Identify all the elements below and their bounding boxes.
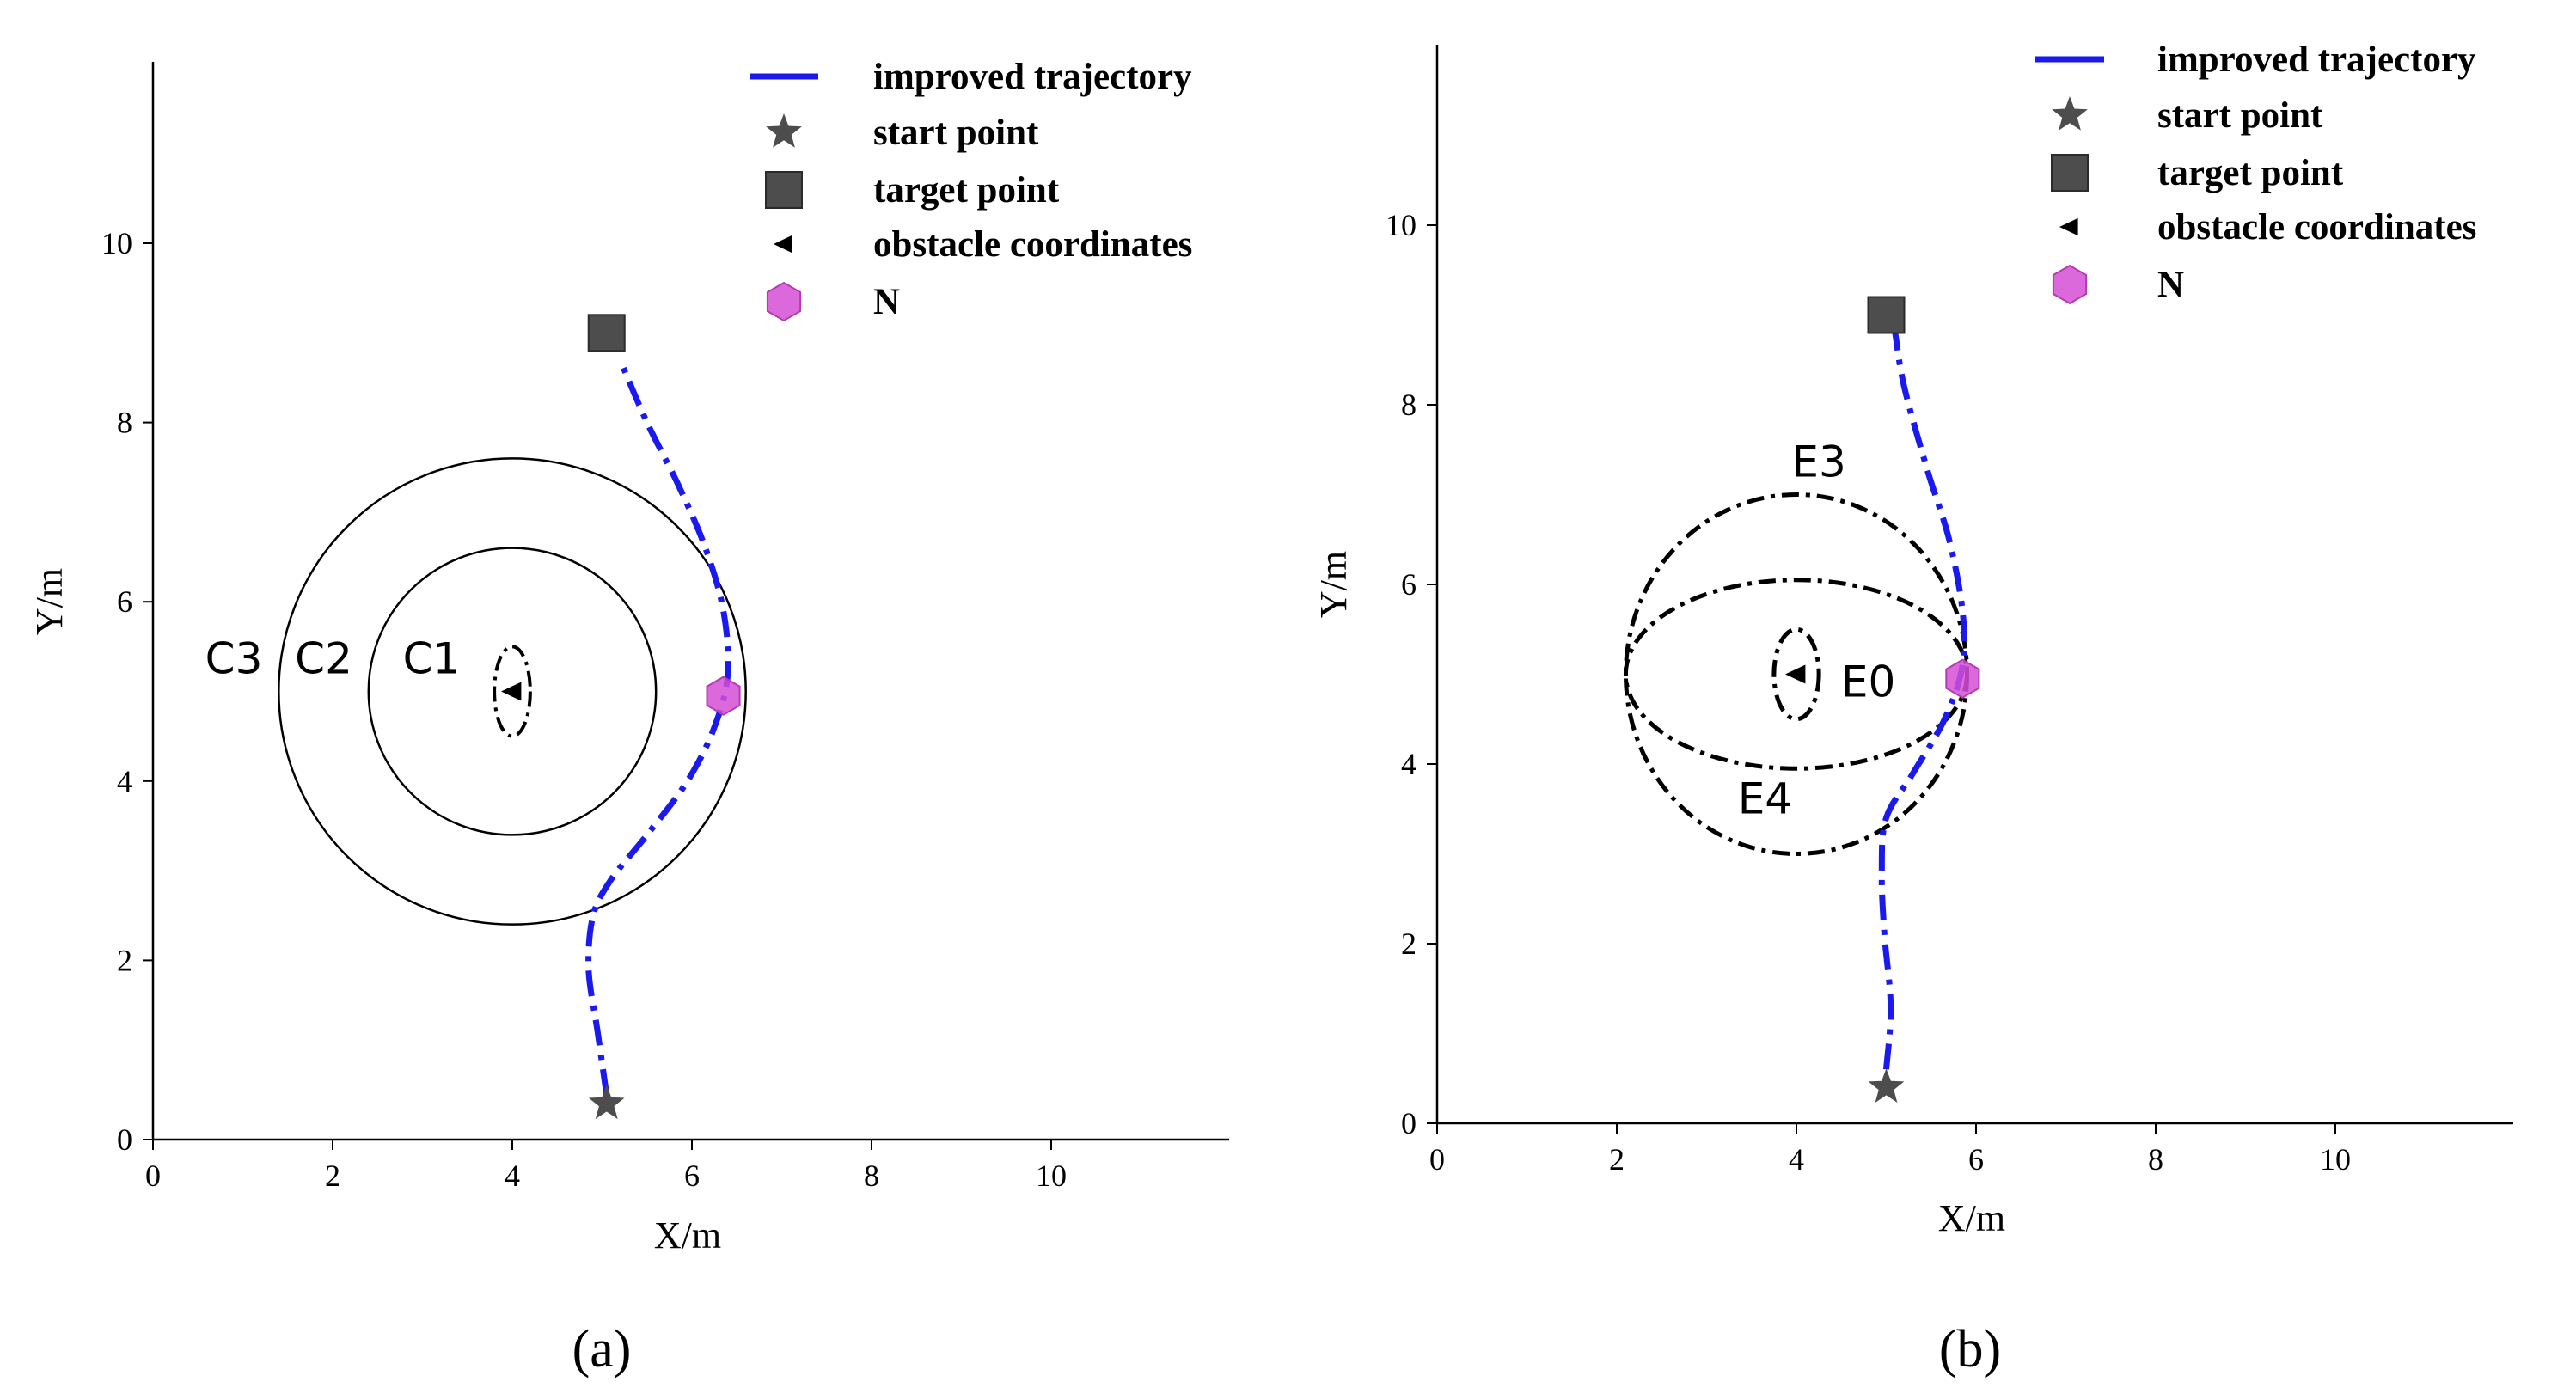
legend-entry-label: improved trajectory bbox=[2157, 40, 2476, 80]
y-tick-label: 2 bbox=[1401, 926, 1416, 961]
y-tick-label: 0 bbox=[1401, 1106, 1416, 1140]
legend-swatch-obstacle bbox=[774, 235, 792, 254]
y-tick-label: 6 bbox=[1401, 567, 1416, 602]
y-axis-label: Y/m bbox=[28, 568, 70, 635]
target-point-marker bbox=[1867, 296, 1906, 334]
x-tick-label: 0 bbox=[1429, 1142, 1445, 1177]
region-label-e0: E0 bbox=[1841, 657, 1895, 707]
y-tick-label: 4 bbox=[117, 764, 132, 798]
x-tick-label: 0 bbox=[145, 1159, 161, 1193]
legend-entry-label: improved trajectory bbox=[873, 57, 1192, 97]
x-tick-label: 2 bbox=[1609, 1142, 1625, 1177]
chart-panel-a: 0 2 4 6 8 10 0 2 4 6 8 10 X/m Y/m C3 C2 C1 improved traje… bbox=[28, 57, 1229, 1379]
x-tick-label: 4 bbox=[505, 1159, 520, 1193]
chart-panel-b: 0 2 4 6 8 10 0 2 4 6 8 10 X/m Y/m E3 E0 E4 improved traje… bbox=[1312, 40, 2513, 1379]
boundary-circle-c3 bbox=[278, 457, 747, 926]
boundary-circle-c2 bbox=[367, 547, 658, 836]
legend-swatch-obstacle bbox=[2059, 217, 2078, 236]
panel-caption: (b) bbox=[1939, 1320, 2001, 1379]
start-point-marker bbox=[588, 1085, 625, 1120]
legend-swatch-n bbox=[2052, 264, 2088, 305]
legend: improved trajectory start point target poi… bbox=[750, 57, 1192, 322]
x-tick-label: 10 bbox=[2320, 1142, 2351, 1177]
legend-swatch-target bbox=[2051, 154, 2089, 192]
boundary-ellipse-e0 bbox=[1771, 627, 1821, 722]
y-tick-label: 6 bbox=[117, 584, 132, 619]
x-axis-label: X/m bbox=[654, 1214, 721, 1256]
region-label-e3: E3 bbox=[1791, 437, 1845, 487]
n-point-marker bbox=[1945, 658, 1980, 699]
legend-swatch-start bbox=[766, 113, 802, 148]
legend-entry-label: obstacle coordinates bbox=[2157, 207, 2476, 248]
region-label-c1: C1 bbox=[403, 634, 461, 684]
x-tick-label: 4 bbox=[1789, 1142, 1804, 1177]
obstacle-marker bbox=[1785, 664, 1806, 684]
legend-entry-label: N bbox=[2157, 265, 2184, 305]
x-tick-label: 10 bbox=[1036, 1159, 1067, 1193]
legend-entry-label: start point bbox=[873, 113, 1039, 153]
trajectory-line bbox=[1878, 332, 1968, 1070]
start-point-marker bbox=[1868, 1068, 1905, 1103]
region-label-c3: C3 bbox=[205, 634, 263, 684]
y-tick-label: 0 bbox=[117, 1122, 132, 1157]
legend-swatch-n bbox=[766, 281, 802, 322]
x-tick-label: 8 bbox=[2148, 1142, 2163, 1177]
panel-caption: (a) bbox=[572, 1320, 632, 1379]
x-tick-label: 2 bbox=[325, 1159, 340, 1193]
y-tick-label: 10 bbox=[101, 226, 132, 260]
legend-swatch-start bbox=[2052, 96, 2088, 131]
x-tick-label: 8 bbox=[864, 1159, 879, 1193]
target-point-marker bbox=[587, 314, 626, 352]
x-tick-label: 6 bbox=[1968, 1142, 1984, 1177]
legend: improved trajectory start point target poi… bbox=[2035, 40, 2476, 305]
trajectory-line bbox=[585, 358, 731, 1096]
legend-entry-label: target point bbox=[873, 170, 1060, 211]
x-axis-label: X/m bbox=[1938, 1197, 2005, 1239]
n-point-marker bbox=[706, 676, 741, 716]
region-label-c2: C2 bbox=[295, 634, 352, 684]
legend-entry-label: target point bbox=[2157, 153, 2344, 193]
region-label-e4: E4 bbox=[1738, 773, 1792, 823]
y-tick-label: 2 bbox=[117, 943, 132, 977]
obstacle-marker bbox=[501, 682, 522, 701]
legend-swatch-target bbox=[765, 171, 803, 209]
y-tick-label: 8 bbox=[117, 406, 132, 440]
legend-entry-label: N bbox=[873, 282, 900, 322]
y-tick-label: 8 bbox=[1401, 388, 1416, 422]
legend-entry-label: start point bbox=[2157, 95, 2323, 136]
y-axis-label: Y/m bbox=[1312, 551, 1355, 618]
y-tick-label: 10 bbox=[1386, 208, 1416, 242]
x-tick-label: 6 bbox=[684, 1159, 700, 1193]
legend-entry-label: obstacle coordinates bbox=[873, 224, 1192, 265]
y-tick-label: 4 bbox=[1401, 747, 1416, 781]
boundary-ellipse-c1 bbox=[493, 645, 532, 738]
